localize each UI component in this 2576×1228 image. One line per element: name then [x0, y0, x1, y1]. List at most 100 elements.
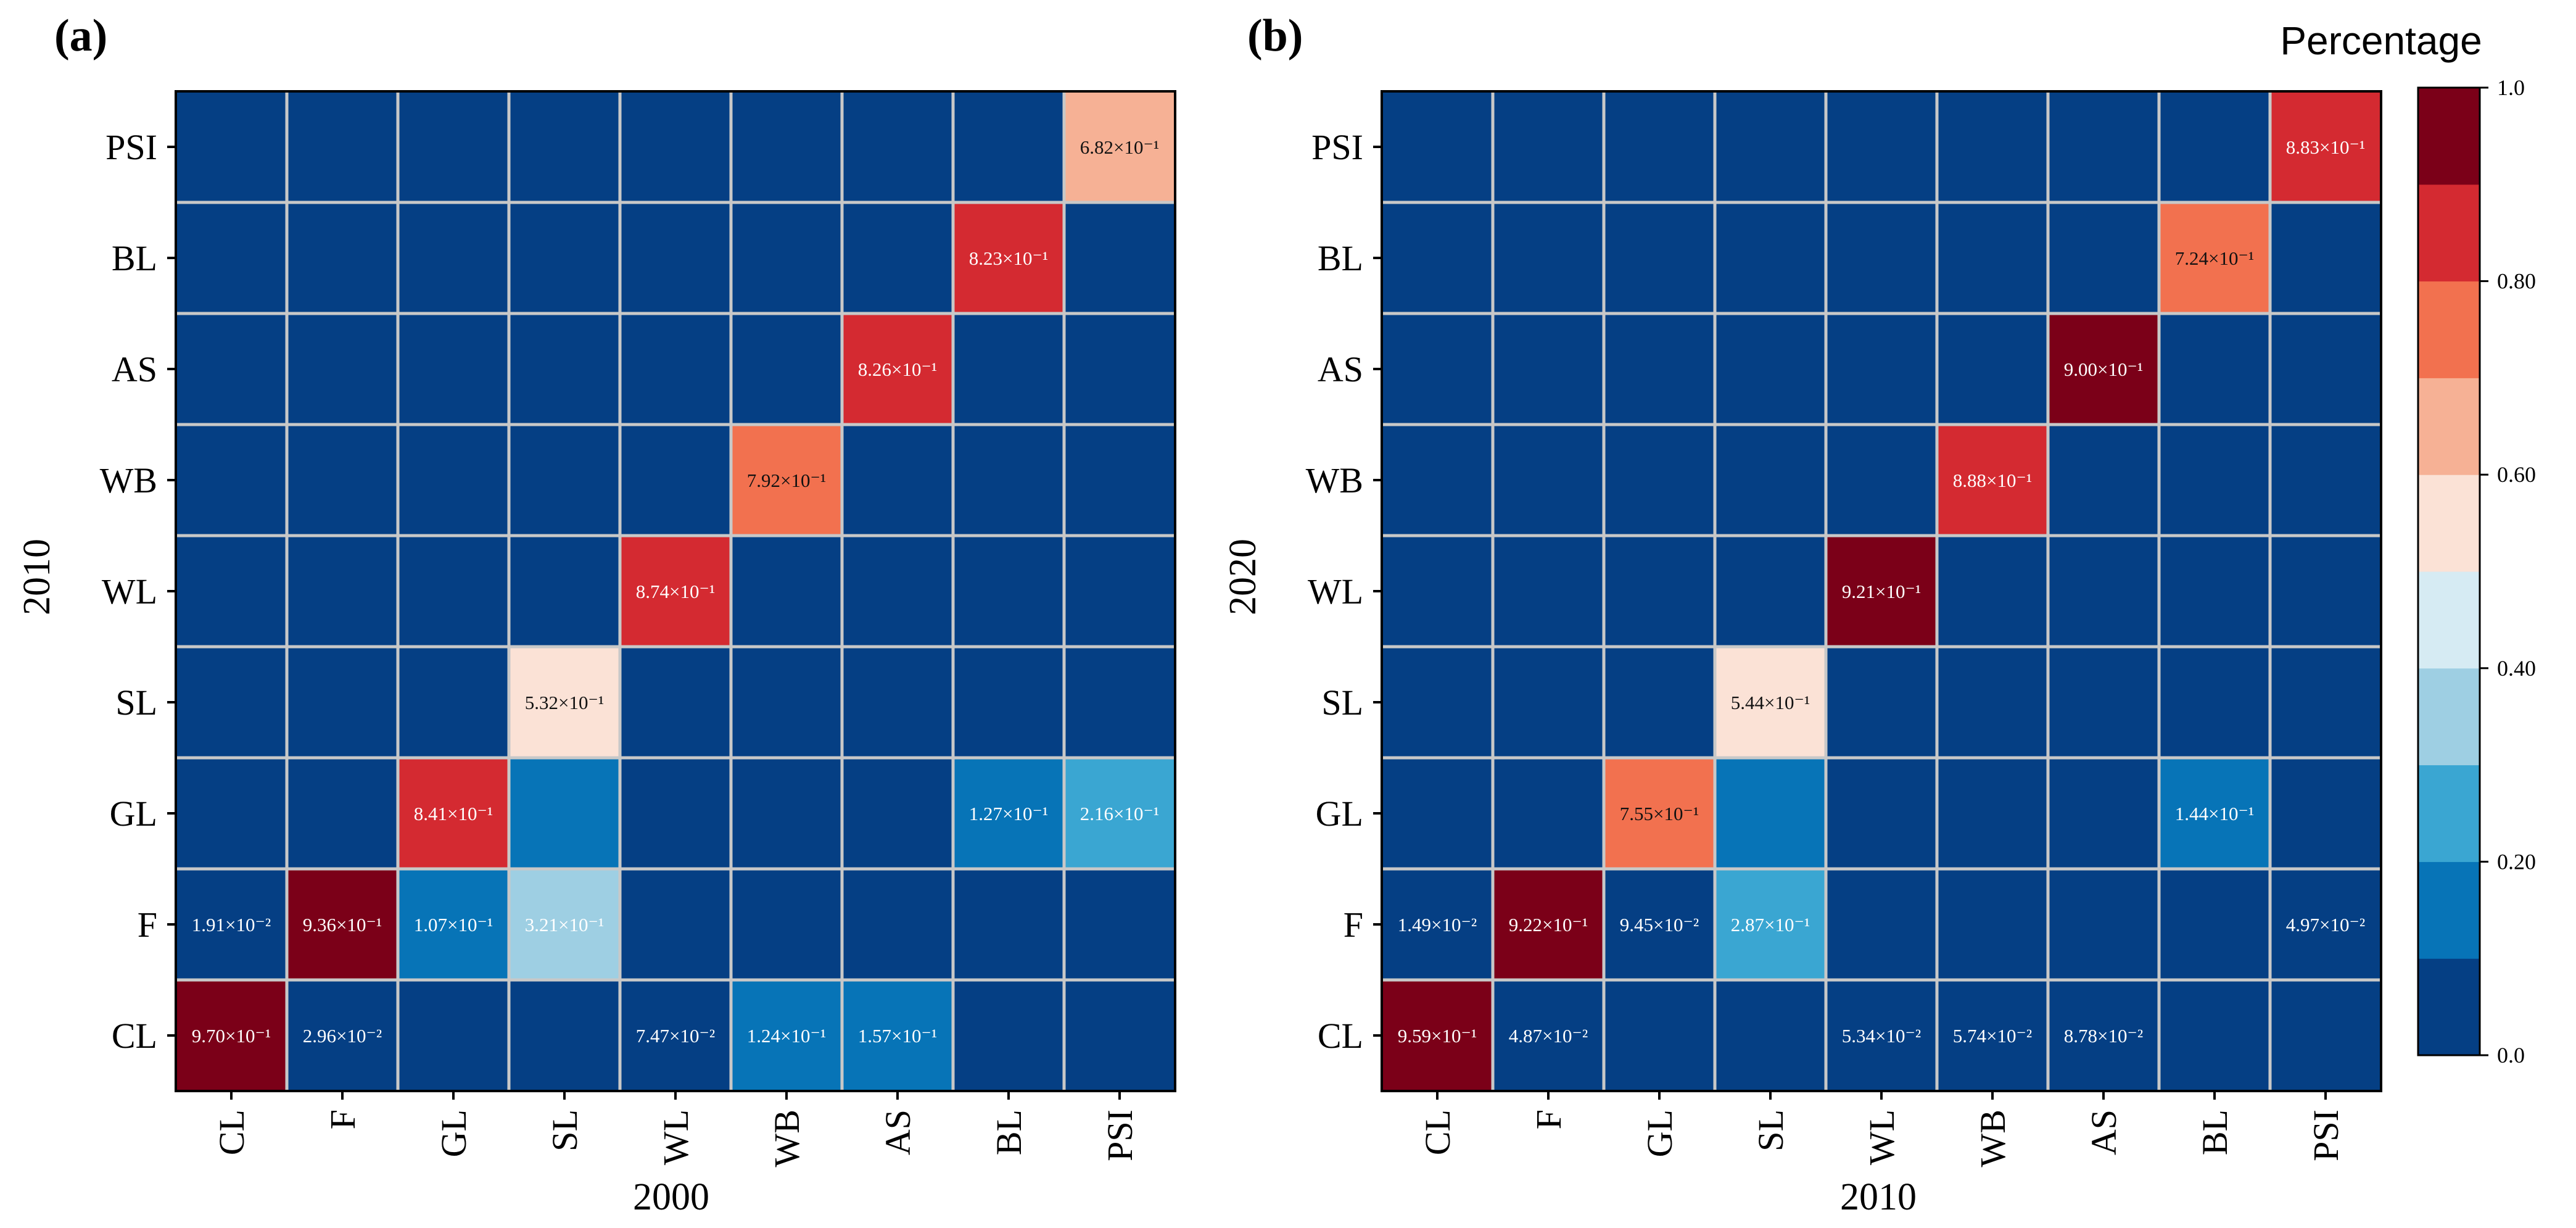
- cell-value-label: 1.57×10⁻¹: [858, 1025, 937, 1047]
- colorbar-tick-label: 0.60: [2497, 462, 2536, 487]
- cell-value-label: 1.91×10⁻²: [192, 914, 271, 936]
- cell-value-label: 8.78×10⁻²: [2064, 1025, 2143, 1047]
- cell-value-label: 9.36×10⁻¹: [303, 914, 382, 936]
- panel-b-ylabel: 2020: [1222, 539, 1264, 615]
- cell-value-label: 1.07×10⁻¹: [414, 914, 493, 936]
- y-tick-label: F: [1344, 905, 1363, 945]
- cell-value-label: 1.44×10⁻¹: [2175, 803, 2254, 824]
- x-tick-label: WB: [767, 1110, 807, 1167]
- cell-value-label: 2.96×10⁻²: [303, 1025, 382, 1047]
- y-tick-label: PSI: [1311, 127, 1363, 167]
- cell-value-label: 7.92×10⁻¹: [747, 470, 826, 491]
- cell-value-label: 8.41×10⁻¹: [414, 803, 493, 824]
- heatmap-cell: [731, 425, 842, 536]
- colorbar-tick-label: 0.80: [2497, 269, 2536, 294]
- y-tick-label: AS: [112, 349, 157, 389]
- heatmap-cell: [398, 758, 509, 869]
- heatmap-panel-a: (a) 2000 2010 9.70×10⁻¹ 2.96×10⁻² 7.47×10⁻…: [16, 10, 1176, 1218]
- cell-value-label: 8.26×10⁻¹: [858, 359, 937, 380]
- x-tick-label: CL: [1418, 1110, 1458, 1155]
- heatmap-cell: [1493, 869, 1604, 980]
- heatmap-cell: [1382, 869, 1493, 980]
- cell-value-label: 1.27×10⁻¹: [969, 803, 1048, 824]
- heatmap-cell: [2270, 869, 2381, 980]
- y-tick-label: AS: [1318, 349, 1363, 389]
- cell-value-label: 7.47×10⁻²: [636, 1025, 715, 1047]
- heatmap-cell: [731, 980, 842, 1091]
- cell-value-label: 7.55×10⁻¹: [1620, 803, 1699, 824]
- heatmap-cell: [398, 869, 509, 980]
- heatmap-cell: [509, 869, 620, 980]
- cell-value-label: 8.23×10⁻¹: [969, 247, 1048, 269]
- cell-value-label: 4.87×10⁻²: [1509, 1025, 1588, 1047]
- x-tick-label: CL: [212, 1110, 252, 1155]
- heatmap-cell: [287, 869, 398, 980]
- colorbar-segment: [2418, 668, 2480, 766]
- cell-value-label: 9.21×10⁻¹: [1842, 581, 1921, 602]
- heatmap-cell: [1826, 980, 1937, 1091]
- x-tick-label: WB: [1973, 1110, 2013, 1167]
- cell-value-label: 9.59×10⁻¹: [1398, 1025, 1477, 1047]
- cell-value-label: 8.83×10⁻¹: [2286, 136, 2365, 158]
- heatmap-cell: [1064, 91, 1175, 202]
- cell-value-label: 2.87×10⁻¹: [1731, 914, 1810, 936]
- cell-value-label: 3.21×10⁻¹: [525, 914, 604, 936]
- heatmap-cell: [2048, 313, 2159, 425]
- y-tick-label: F: [138, 905, 157, 945]
- colorbar-tick-label: 0.0: [2497, 1043, 2525, 1068]
- cell-value-label: 9.45×10⁻²: [1620, 914, 1699, 936]
- cell-value-label: 9.70×10⁻¹: [192, 1025, 271, 1047]
- colorbar-segment: [2418, 88, 2480, 185]
- colorbar-frame: [2417, 86, 2481, 1056]
- x-tick-label: AS: [878, 1110, 918, 1155]
- y-tick-label: GL: [110, 794, 157, 834]
- heatmap-cell: [1937, 425, 2048, 536]
- panel-a-label: (a): [54, 10, 107, 61]
- heatmap-cell: [1826, 536, 1937, 647]
- panel-a-xlabel: 2000: [633, 1176, 709, 1218]
- y-tick-label: BL: [112, 238, 157, 278]
- panel-b-xlabel: 2010: [1840, 1176, 1917, 1218]
- cell-value-label: 9.22×10⁻¹: [1509, 914, 1588, 936]
- y-tick-label: SL: [1321, 682, 1363, 723]
- y-tick-label: WB: [1306, 460, 1363, 500]
- heatmap-cell: [1715, 647, 1826, 758]
- cell-value-label: 1.24×10⁻¹: [747, 1025, 826, 1047]
- heatmap-cell: [176, 869, 287, 980]
- cell-value-label: 6.82×10⁻¹: [1080, 136, 1159, 158]
- colorbar-segment: [2418, 378, 2480, 475]
- heatmap-cell: [1715, 758, 1826, 869]
- y-tick-label: CL: [1318, 1016, 1363, 1056]
- heatmap-cell: [953, 202, 1064, 313]
- cell-value-label: 4.97×10⁻²: [2286, 914, 2365, 936]
- x-tick-label: AS: [2084, 1110, 2124, 1155]
- cell-value-label: 9.00×10⁻¹: [2064, 359, 2143, 380]
- x-tick-label: BL: [989, 1110, 1029, 1155]
- heatmap-cell: [1604, 869, 1715, 980]
- y-tick-label: BL: [1318, 238, 1363, 278]
- y-tick-label: PSI: [105, 127, 157, 167]
- x-tick-label: WL: [1862, 1110, 1902, 1165]
- heatmap-cell: [1382, 980, 1493, 1091]
- cell-value-label: 5.74×10⁻²: [1953, 1025, 2032, 1047]
- heatmap-cell: [2270, 91, 2381, 202]
- heatmap-cell: [2048, 980, 2159, 1091]
- colorbar-tick-label: 0.20: [2497, 849, 2536, 874]
- heatmap-panel-b: (b) 2010 2020 9.59×10⁻¹ 4.87×10⁻² 5.34×10⁻…: [1222, 10, 2382, 1218]
- cell-value-label: 5.34×10⁻²: [1842, 1025, 1921, 1047]
- x-tick-label: SL: [545, 1110, 585, 1151]
- colorbar-segment: [2418, 958, 2480, 1056]
- heatmap-cell: [1604, 758, 1715, 869]
- x-tick-label: SL: [1751, 1110, 1791, 1151]
- heatmap-cell: [620, 536, 731, 647]
- heatmap-cell: [1493, 980, 1604, 1091]
- panel-a-ylabel: 2010: [16, 539, 58, 615]
- y-tick-label: SL: [115, 682, 157, 723]
- heatmap-cell: [2159, 758, 2270, 869]
- cell-value-label: 8.74×10⁻¹: [636, 581, 715, 602]
- heatmap-cell: [953, 758, 1064, 869]
- x-tick-label: PSI: [1100, 1110, 1140, 1161]
- colorbar-segment: [2418, 281, 2480, 378]
- heatmap-cell: [509, 758, 620, 869]
